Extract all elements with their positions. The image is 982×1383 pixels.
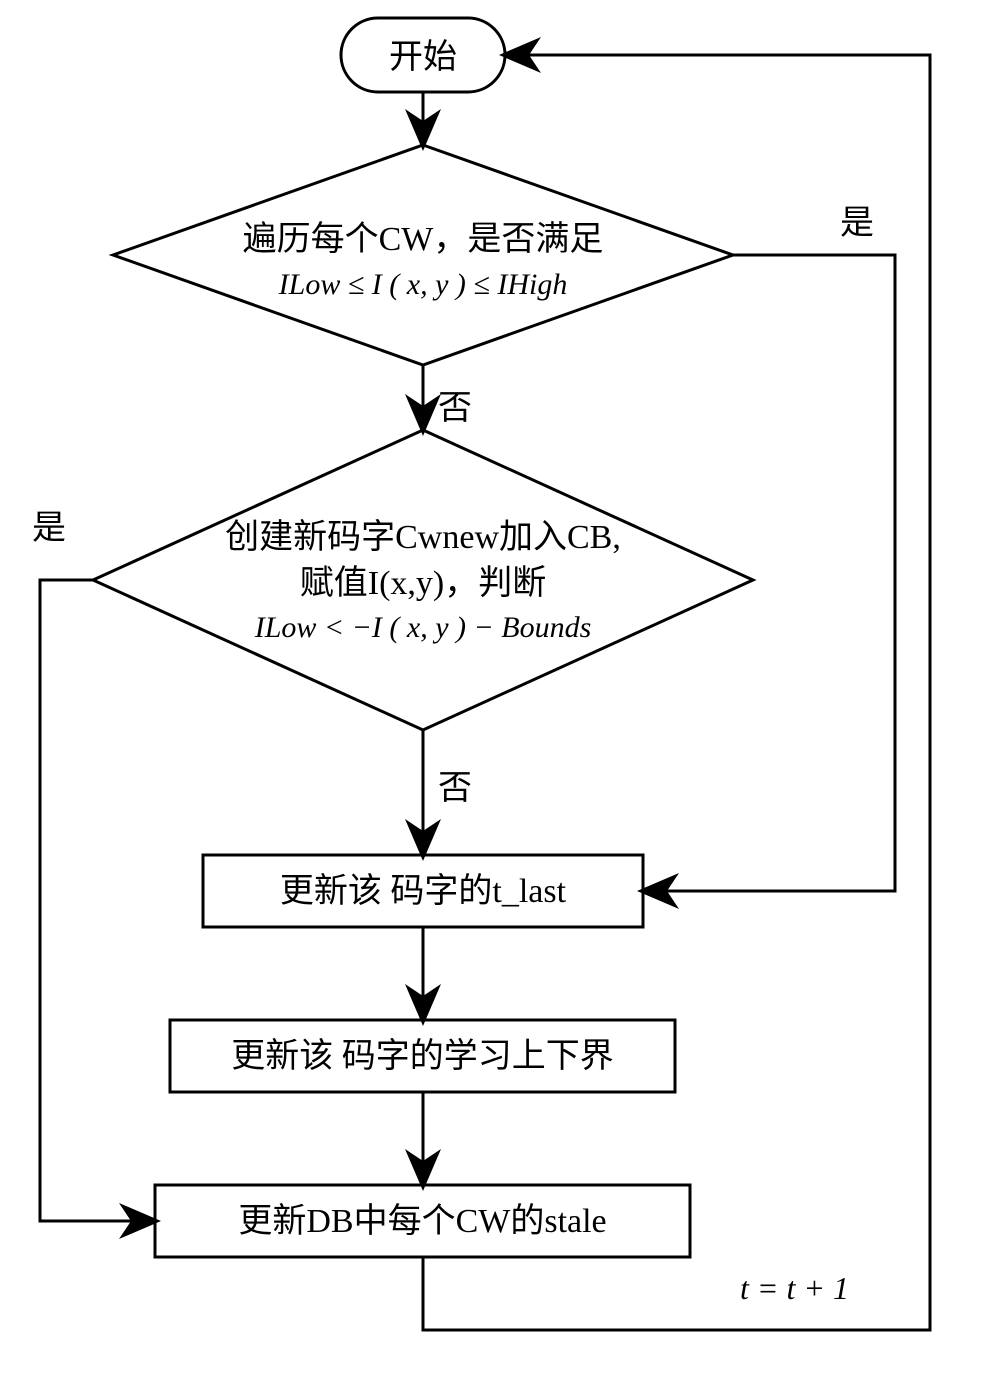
- d2-no-label: 否: [438, 760, 472, 809]
- d1-yes-label: 是: [840, 195, 874, 244]
- flowchart-canvas: [0, 0, 982, 1383]
- d2-yes-label: 是: [32, 500, 66, 549]
- increment-label: t = t + 1: [740, 1270, 849, 1307]
- d1-no-label: 否: [438, 380, 472, 429]
